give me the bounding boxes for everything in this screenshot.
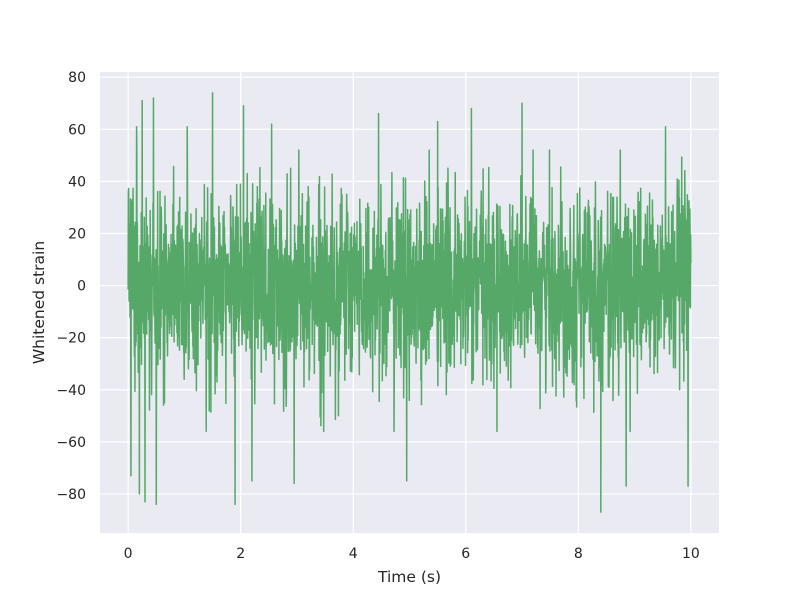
y-tick-label: −80	[56, 487, 86, 503]
y-tick-label: 60	[68, 122, 86, 138]
y-tick-label: 80	[68, 70, 86, 86]
x-tick-label: 0	[124, 546, 133, 562]
x-tick-label: 8	[574, 546, 583, 562]
x-tick-label: 6	[461, 546, 470, 562]
y-tick-label: 40	[68, 174, 86, 190]
y-tick-label: −20	[56, 331, 86, 347]
x-axis-label: Time (s)	[377, 568, 441, 586]
x-tick-label: 10	[682, 546, 700, 562]
y-tick-label: −60	[56, 435, 86, 451]
y-axis-label: Whitened strain	[30, 241, 48, 364]
tick-labels: 0 2 4 6 8 10 −80 −60 −40 −20 0 20 40 60 80	[56, 70, 699, 562]
y-tick-label: 20	[68, 226, 86, 242]
series-group	[127, 92, 692, 513]
strain-series-line	[127, 92, 692, 513]
y-tick-label: −40	[56, 383, 86, 399]
x-tick-label: 4	[349, 546, 358, 562]
x-tick-label: 2	[236, 546, 245, 562]
y-tick-label: 0	[77, 279, 86, 295]
